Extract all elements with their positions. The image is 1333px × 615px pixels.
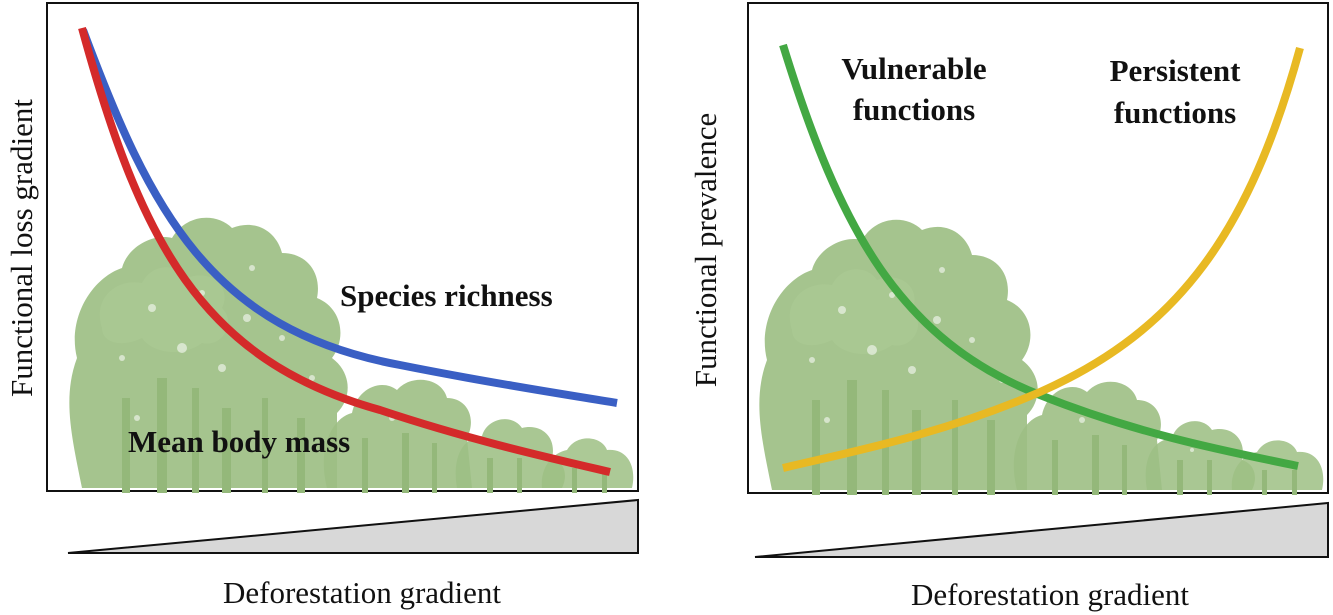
mean-body-mass-curve [78, 26, 611, 476]
species-richness-label: Species richness [340, 278, 553, 313]
persistent-functions-curve [782, 46, 1304, 472]
right-deforestation-wedge [754, 501, 1329, 558]
left-x-axis-label: Deforestation gradient [223, 575, 501, 610]
right-panel: Functional prevalence Vulnerable functio… [688, 2, 1329, 612]
right-x-axis-label: Deforestation gradient [911, 577, 1189, 612]
right-y-axis-label: Functional prevalence [688, 113, 723, 388]
persistent-functions-label-line2: functions [1114, 95, 1236, 130]
species-richness-curve [79, 28, 618, 407]
left-deforestation-wedge [67, 498, 639, 554]
vulnerable-functions-label-line2: functions [853, 92, 975, 127]
left-y-axis-label: Functional loss gradient [4, 99, 39, 397]
vulnerable-functions-label-line1: Vulnerable [841, 51, 986, 86]
persistent-functions-label-line1: Persistent [1110, 53, 1242, 88]
vulnerable-functions-curve [779, 43, 1299, 470]
mean-body-mass-label: Mean body mass [128, 424, 350, 459]
left-panel: Functional loss gradient Species richnes… [4, 2, 639, 610]
